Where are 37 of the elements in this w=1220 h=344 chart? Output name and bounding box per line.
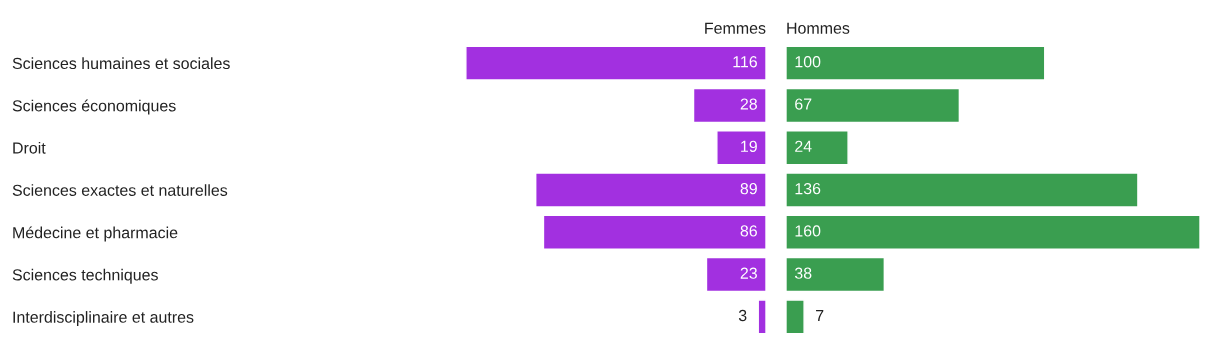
data-label: 38 [794, 267, 812, 279]
data-label: 160 [795, 225, 821, 237]
bar [786, 130, 849, 166]
bar [786, 256, 886, 293]
data-label: 7 [816, 310, 824, 321]
data-label: 19 [741, 140, 757, 152]
bar [465, 45, 766, 81]
y-tick-label: Sciences techniques [12, 268, 158, 284]
bar [542, 214, 766, 250]
data-label: 67 [795, 98, 812, 110]
y-tick-label: Droit [13, 141, 46, 154]
y-tick-label: Médecine et pharmacie [13, 226, 178, 242]
bar [786, 87, 961, 124]
y-tick-label: Interdisciplinaire et autres [13, 311, 194, 326]
chart-title: Hommes [787, 22, 850, 34]
y-tick-label: Sciences exactes et naturelles [12, 184, 228, 196]
data-label: 136 [795, 182, 821, 195]
data-label: 100 [795, 56, 821, 68]
y-tick-label: Sciences humaines et sociales [12, 57, 230, 70]
bar [705, 256, 766, 293]
bar [535, 172, 766, 208]
y-tick-label: Sciences économiques [12, 99, 176, 115]
data-label: 23 [740, 267, 757, 279]
bar [692, 87, 766, 124]
data-label: 116 [733, 56, 757, 68]
bar [786, 45, 1046, 81]
bar [757, 299, 766, 335]
data-label: 3 [738, 309, 747, 322]
data-label: 28 [740, 98, 757, 110]
data-label: 89 [740, 182, 757, 195]
data-label: 86 [740, 225, 757, 237]
bar [786, 214, 1200, 250]
chart-title: Femmes [705, 22, 766, 34]
bar [716, 130, 766, 166]
bar [786, 299, 805, 335]
bar [786, 172, 1139, 208]
data-label: 24 [795, 140, 812, 152]
